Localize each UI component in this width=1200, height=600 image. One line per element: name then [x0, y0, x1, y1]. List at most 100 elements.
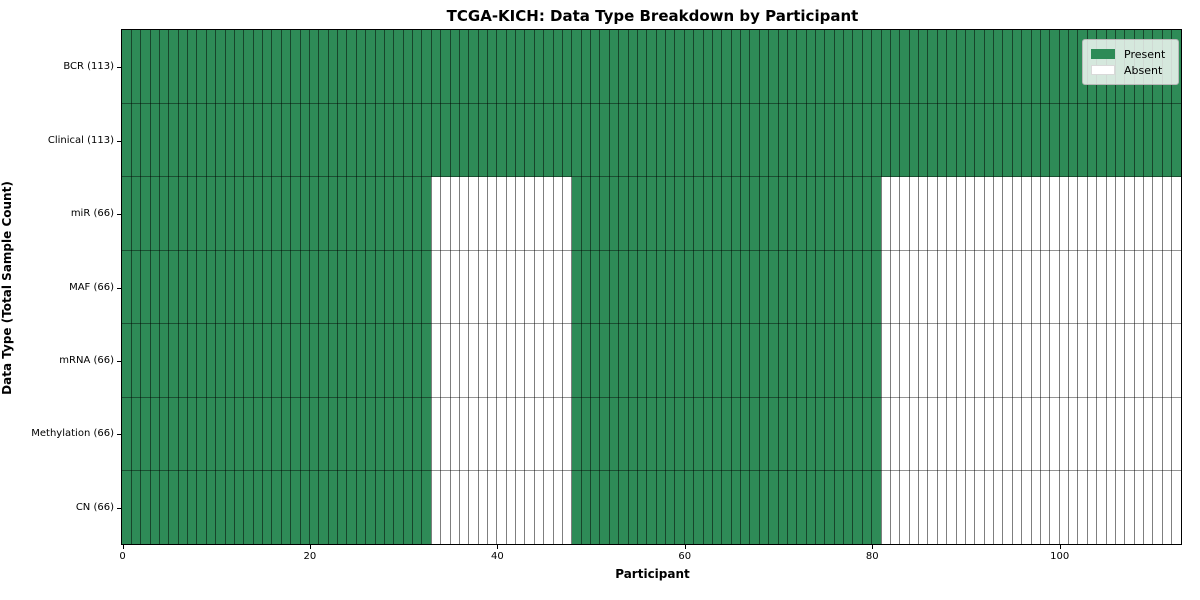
- bar-edge: [318, 30, 320, 544]
- y-tick-mark: [117, 360, 121, 362]
- bar-edge: [983, 30, 985, 544]
- bar-edge: [524, 30, 526, 544]
- bar-edge: [815, 30, 816, 544]
- present-segment: [122, 250, 432, 324]
- x-tick-label: 60: [678, 551, 692, 562]
- bar-edge: [955, 30, 957, 544]
- bar-edge: [299, 30, 301, 544]
- legend-item-present: Present: [1091, 46, 1170, 62]
- bar-edge: [993, 30, 995, 544]
- bar-edge: [824, 30, 826, 544]
- bar-edge: [758, 30, 760, 544]
- bar-edge: [599, 30, 601, 544]
- row-separator: [122, 470, 1181, 472]
- bar-edge: [805, 30, 807, 544]
- bar-edge: [1124, 30, 1126, 544]
- bar-edge: [533, 30, 535, 544]
- y-tick-mark: [117, 140, 121, 142]
- bar-edge: [1114, 30, 1116, 544]
- legend: Present Absent: [1082, 39, 1179, 85]
- row-separator: [122, 102, 1181, 104]
- bar-edge: [168, 30, 170, 544]
- bar-edge: [711, 30, 713, 544]
- bar-edge: [374, 30, 376, 544]
- bar-edge: [636, 30, 638, 544]
- bar-edge: [1030, 30, 1032, 544]
- bar-edge: [496, 30, 498, 544]
- bar-edge: [665, 30, 667, 544]
- bar-edge: [749, 30, 751, 544]
- plot-area: Present Absent: [121, 29, 1182, 545]
- bar-edge: [871, 30, 873, 544]
- bar-edge: [158, 30, 160, 544]
- bar-edge: [740, 30, 742, 544]
- bar-edge: [683, 30, 685, 544]
- legend-label-absent: Absent: [1124, 63, 1163, 77]
- bar-edge: [552, 30, 554, 544]
- heatmap-row: [122, 397, 1181, 471]
- bar-edge: [187, 30, 189, 544]
- bar-edge: [262, 30, 264, 544]
- y-tick-label: Clinical (113): [47, 134, 114, 146]
- bar-edge: [337, 30, 339, 544]
- bar-edge: [233, 30, 235, 544]
- present-swatch-icon: [1091, 49, 1115, 59]
- y-tick-mark: [117, 287, 121, 289]
- bar-edge: [646, 30, 648, 544]
- bar-edge: [346, 30, 348, 544]
- bar-edge: [327, 30, 329, 544]
- bar-edge-lines: [122, 30, 1181, 544]
- heatmap-rows: [122, 30, 1181, 544]
- bar-edge: [608, 30, 610, 544]
- x-tick-mark: [1059, 545, 1061, 549]
- bar-edge: [421, 30, 423, 544]
- present-segment: [122, 397, 432, 471]
- bar-edge: [1161, 30, 1163, 544]
- chart-title: TCGA-KICH: Data Type Breakdown by Partic…: [446, 7, 859, 25]
- bar-edge: [590, 30, 592, 544]
- x-tick-mark: [122, 545, 124, 549]
- bar-edge: [843, 30, 845, 544]
- bar-edge: [880, 30, 882, 544]
- bar-edge: [505, 30, 507, 544]
- bar-edge: [215, 30, 217, 544]
- legend-label-present: Present: [1124, 47, 1166, 61]
- bar-edge: [786, 30, 788, 544]
- bar-edge: [777, 30, 779, 544]
- bar-edge: [449, 30, 451, 544]
- bar-edge: [721, 30, 723, 544]
- bar-edge: [674, 30, 676, 544]
- y-tick-mark: [117, 434, 121, 436]
- bar-edge: [477, 30, 479, 544]
- bar-edge: [1096, 30, 1098, 544]
- present-segment: [571, 397, 882, 471]
- y-tick-label: MAF (66): [69, 281, 114, 293]
- y-tick-label: Methylation (66): [31, 428, 114, 440]
- heatmap-row: [122, 470, 1181, 544]
- bar-edge: [730, 30, 732, 544]
- bar-edge: [580, 30, 582, 544]
- heatmap-row: [122, 103, 1181, 177]
- row-separator: [122, 176, 1181, 178]
- bar-edge: [1049, 30, 1051, 544]
- bar-edge: [224, 30, 226, 544]
- x-tick-mark: [309, 545, 311, 549]
- bar-edge: [365, 30, 367, 544]
- bar-edge: [308, 30, 310, 544]
- bar-edge: [402, 30, 404, 544]
- bar-edge: [1068, 30, 1070, 544]
- bar-edge: [440, 30, 442, 544]
- present-segment: [122, 323, 432, 398]
- bar-edge: [243, 30, 245, 544]
- bar-edge: [936, 30, 938, 544]
- bar-edge: [205, 30, 207, 544]
- bar-edge: [852, 30, 854, 544]
- bar-edge: [355, 30, 357, 544]
- bar-edge: [796, 30, 798, 544]
- x-tick-label: 100: [1050, 551, 1070, 562]
- bar-edge: [918, 30, 920, 544]
- x-tick-label: 0: [119, 551, 126, 562]
- bar-edge: [515, 30, 517, 544]
- bar-edge: [1105, 30, 1107, 544]
- x-tick-label: 80: [865, 551, 879, 562]
